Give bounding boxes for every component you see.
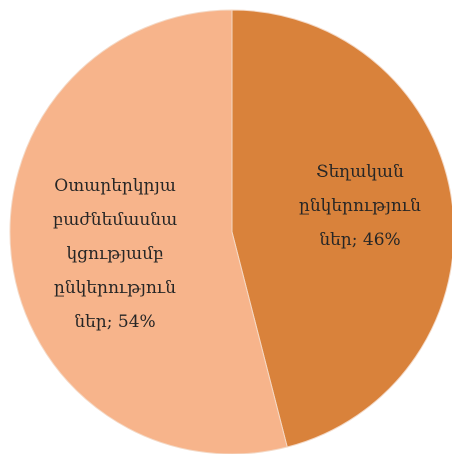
data-label-line: Տեղական <box>316 162 404 182</box>
pie-slice <box>231 9 452 448</box>
data-label-line: ընկերություն <box>299 196 421 216</box>
data-label-line: Օտարերկրյա <box>54 176 176 196</box>
data-label-line: ընկերություն <box>54 278 176 298</box>
data-label-line: բաժնեմասնա <box>53 210 177 230</box>
data-label-line: ներ; 46% <box>319 230 400 250</box>
pie-slice <box>9 9 288 454</box>
data-label: Տեղական ընկերություն ներ; 46% <box>299 162 421 250</box>
data-label-line: ներ; 54% <box>74 312 155 332</box>
data-label: Օտարերկրյա բաժնեմասնա կցությամբ ընկերությու… <box>53 176 177 332</box>
data-label-line: կցությամբ <box>66 244 163 264</box>
